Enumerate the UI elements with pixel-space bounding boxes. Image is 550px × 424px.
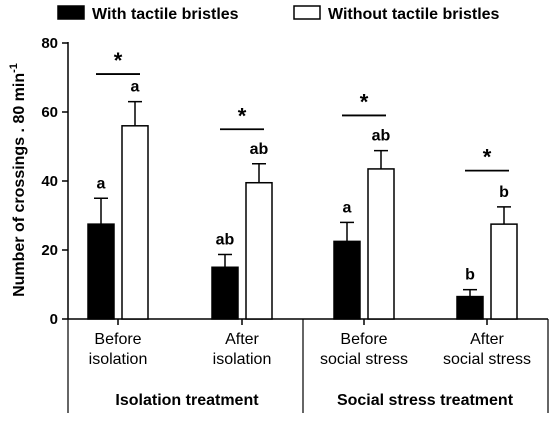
legend-label-with-bristles: With tactile bristles [92,6,239,23]
category-label-line2: isolation [213,351,272,368]
significance-letter: ab [372,128,391,145]
legend-label-without-bristles: Without tactile bristles [328,6,500,23]
significance-star: * [483,145,492,170]
y-axis-label-main: Number of crossings . 80 min [11,73,28,297]
bars [87,100,518,320]
bar [87,223,115,320]
y-tick-label: 20 [41,242,58,259]
significance-star: * [114,48,123,73]
bar [333,240,361,320]
y-tick-label: 80 [41,35,58,52]
significance-letter: b [465,267,475,284]
category-label-line2: isolation [89,351,148,368]
category-label-line2: social stress [443,351,531,368]
bar [456,295,484,320]
category-label-line1: Before [340,331,387,348]
significance-star: * [238,103,247,128]
significance-letter: a [97,175,106,192]
y-tick-label: 0 [50,311,58,328]
category-label-line1: After [225,331,259,348]
category-label-line2: social stress [320,351,408,368]
y-axis-label: Number of crossings . 80 min-1 [8,63,28,297]
y-tick-label: 60 [41,104,58,121]
y-tick-label: 40 [41,173,58,190]
legend: With tactile bristles Without tactile br… [57,5,500,23]
group-label: Isolation treatment [115,392,259,409]
category-label-line1: Before [94,331,141,348]
bar [245,181,273,320]
axes: 0 20 40 60 80 Before isolation After isolation Be… [41,35,549,413]
bar [490,223,518,320]
significance-letter: b [499,184,509,201]
bar [367,168,395,320]
category-label-line1: After [470,331,504,348]
bar [211,266,239,320]
legend-swatch-without-bristles [293,5,321,20]
legend-swatch-with-bristles [57,5,85,20]
bar [121,125,149,320]
significance-letter: a [131,79,140,96]
significance-letter: a [343,199,352,216]
y-axis-label-superscript: -1 [8,63,20,73]
significance-letter: ab [250,141,269,158]
significance-letter: ab [216,231,235,248]
group-label: Social stress treatment [337,392,514,409]
significance-star: * [360,89,369,114]
